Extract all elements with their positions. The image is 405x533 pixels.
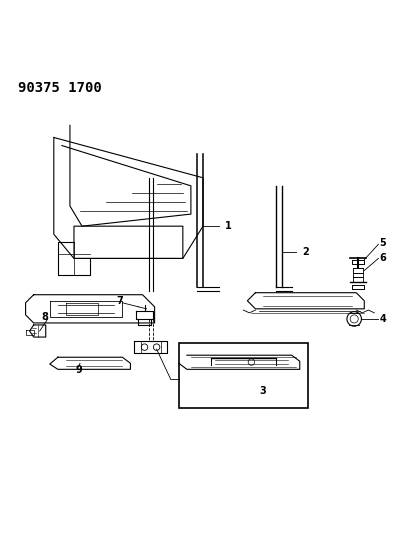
Text: 90375 1700: 90375 1700 [17, 81, 101, 95]
Text: 2: 2 [301, 247, 308, 257]
Text: 9: 9 [76, 365, 83, 375]
Text: 4: 4 [379, 314, 386, 324]
Text: 8: 8 [42, 312, 49, 322]
Text: 7: 7 [116, 296, 123, 306]
Text: 5: 5 [379, 238, 386, 248]
Text: 6: 6 [379, 253, 386, 263]
Bar [178, 343, 307, 408]
Text: 3: 3 [259, 386, 266, 397]
Text: 1: 1 [225, 221, 231, 231]
